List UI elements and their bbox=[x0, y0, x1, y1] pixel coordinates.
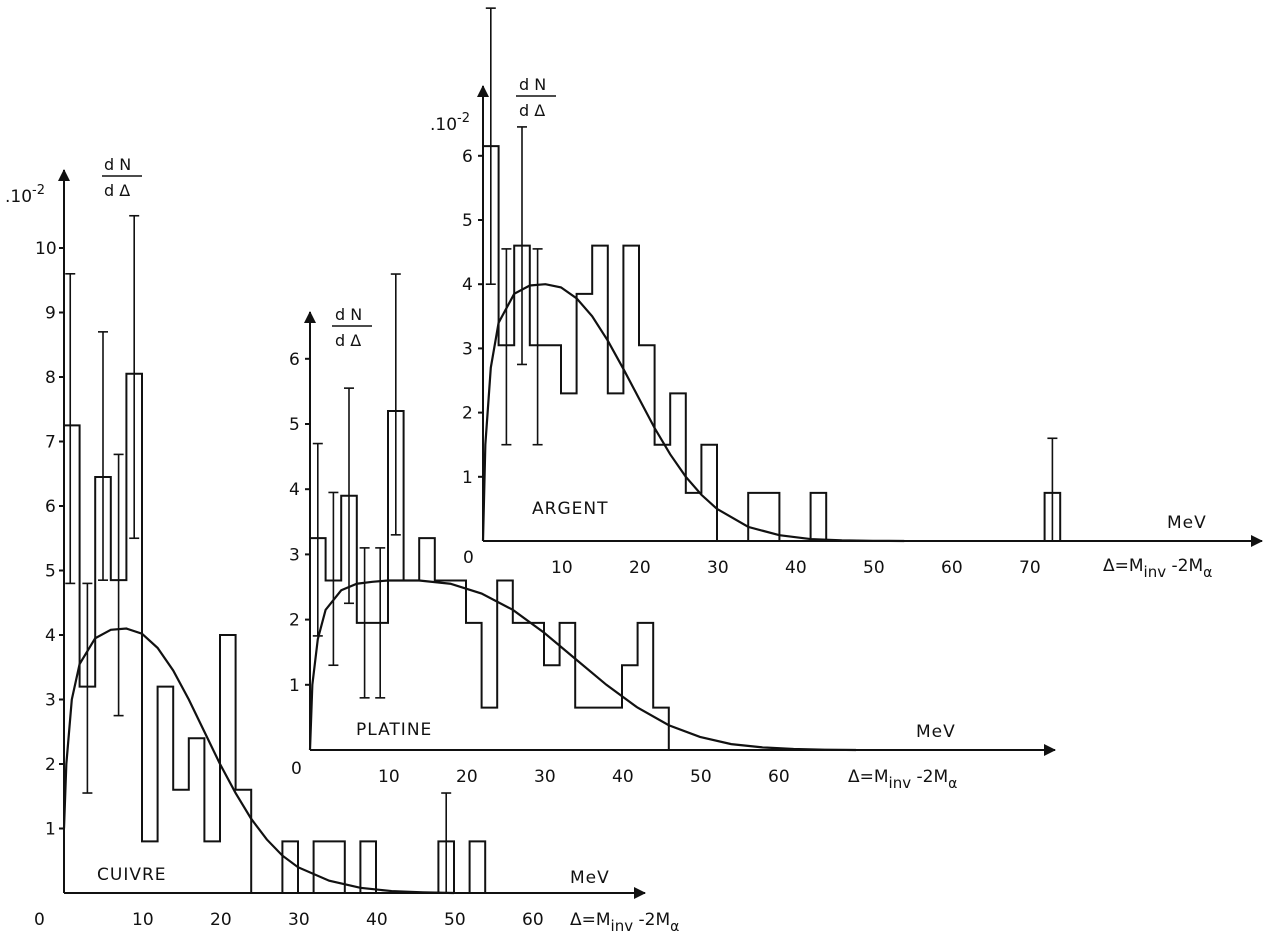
cuivre-ylabel-den: d Δ bbox=[104, 181, 130, 200]
cuivre-xtick-label: 0 bbox=[34, 910, 45, 930]
panel-platine: 0 d N d Δ PLATINE MeV Δ=Minv -2Mα 1 2 3 4 5 6… bbox=[289, 273, 1056, 792]
cuivre-xtick-label: 10 bbox=[132, 910, 154, 930]
platine-xtick-label: 40 bbox=[612, 767, 634, 787]
panel-cuivre: .10-2 d N d Δ CUIVRE MeV Δ=Minv -2Mα 1 2 3… bbox=[5, 155, 679, 935]
cuivre-unit: MeV bbox=[570, 868, 610, 888]
argent-histogram bbox=[482, 145, 1062, 541]
argent-yscale-exp: -2 bbox=[457, 111, 470, 126]
cuivre-xtick-label: 30 bbox=[288, 910, 310, 930]
argent-xtick-label: 70 bbox=[1019, 558, 1041, 578]
cuivre-ytick-label: 10 bbox=[35, 239, 57, 259]
platine-xtick-label: 50 bbox=[690, 767, 712, 787]
cuivre-xtick-label: 20 bbox=[210, 910, 232, 930]
argent-xtick-zero: 0 bbox=[463, 548, 474, 568]
argent-xtick-label: 40 bbox=[785, 558, 807, 578]
platine-xtick-label: 10 bbox=[378, 767, 400, 787]
platine-ytick-label: 2 bbox=[289, 611, 300, 631]
cuivre-xtick-label: 40 bbox=[366, 910, 388, 930]
platine-xlabel: Δ=Minv -2Mα bbox=[848, 767, 957, 792]
cuivre-ytick-label: 4 bbox=[45, 626, 56, 646]
platine-ylabel-den: d Δ bbox=[335, 331, 361, 350]
cuivre-yscale: .10-2 bbox=[5, 183, 45, 207]
cuivre-label: CUIVRE bbox=[97, 865, 167, 885]
cuivre-ytick-label: 2 bbox=[45, 755, 56, 775]
platine-ytick-label: 5 bbox=[289, 415, 300, 435]
platine-ytick-label: 3 bbox=[289, 545, 300, 565]
argent-xtick-label: 10 bbox=[551, 558, 573, 578]
cuivre-histogram bbox=[63, 372, 487, 894]
cuivre-xtick-label: 50 bbox=[444, 910, 466, 930]
argent-label: ARGENT bbox=[532, 499, 608, 519]
platine-xtick-label: 20 bbox=[456, 767, 478, 787]
argent-ylabel-den: d Δ bbox=[519, 101, 545, 120]
platine-ytick-label: 1 bbox=[289, 676, 300, 696]
argent-xtick-label: 60 bbox=[941, 558, 963, 578]
platine-xtick-label: 30 bbox=[534, 767, 556, 787]
platine-fit-curve bbox=[308, 579, 857, 752]
platine-label: PLATINE bbox=[356, 720, 432, 740]
argent-yscale: .10-2 bbox=[430, 111, 470, 135]
cuivre-ylabel-num: d N bbox=[104, 155, 131, 174]
platine-unit: MeV bbox=[916, 722, 956, 742]
cuivre-ytick-label: 5 bbox=[45, 562, 56, 582]
platine-xtick-label: 60 bbox=[768, 767, 790, 787]
argent-ytick-label: 4 bbox=[462, 275, 473, 295]
argent-ylabel-num: d N bbox=[519, 75, 546, 94]
platine-histogram bbox=[309, 409, 670, 750]
cuivre-xtick-label: 60 bbox=[522, 910, 544, 930]
argent-ytick-label: 3 bbox=[462, 339, 473, 359]
argent-xlabel: Δ=Minv -2Mα bbox=[1103, 556, 1212, 581]
cuivre-ytick-label: 1 bbox=[45, 820, 56, 840]
argent-ytick-label: 5 bbox=[462, 211, 473, 231]
platine-ytick-label: 6 bbox=[289, 350, 300, 370]
cuivre-ytick-label: 9 bbox=[45, 304, 56, 324]
panel-argent: 0 .10-2 d N d Δ ARGENT MeV Δ=Minv -2Mα 1… bbox=[430, 7, 1263, 581]
argent-xtick-label: 20 bbox=[629, 558, 651, 578]
cuivre-yscale-exp: -2 bbox=[32, 183, 45, 198]
platine-ylabel-num: d N bbox=[335, 305, 362, 324]
argent-ytick-label: 2 bbox=[462, 404, 473, 424]
argent-xtick-label: 50 bbox=[863, 558, 885, 578]
cuivre-ytick-label: 7 bbox=[45, 433, 56, 453]
platine-ytick-label: 4 bbox=[289, 480, 300, 500]
platine-xtick-zero: 0 bbox=[291, 759, 302, 779]
argent-fit-curve bbox=[481, 283, 905, 543]
cuivre-ytick-label: 3 bbox=[45, 691, 56, 711]
argent-ytick-label: 1 bbox=[462, 468, 473, 488]
cuivre-ytick-label: 6 bbox=[45, 497, 56, 517]
cuivre-ytick-label: 8 bbox=[45, 368, 56, 388]
cuivre-xlabel: Δ=Minv -2Mα bbox=[570, 910, 679, 935]
argent-unit: MeV bbox=[1167, 513, 1207, 533]
cuivre-fit-curve bbox=[62, 627, 455, 895]
argent-ytick-label: 6 bbox=[462, 147, 473, 167]
argent-xtick-label: 30 bbox=[707, 558, 729, 578]
